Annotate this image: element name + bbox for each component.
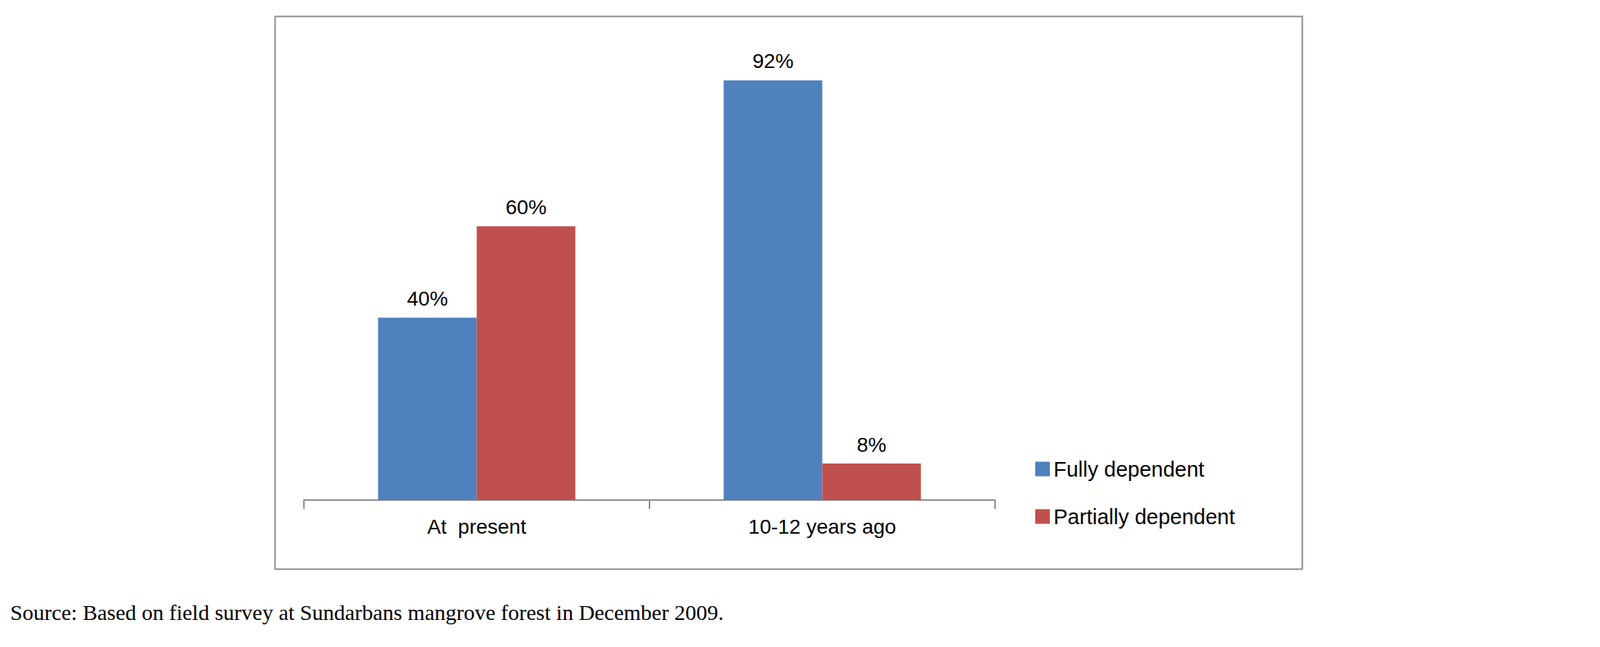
svg-text:40%: 40% (406, 287, 448, 310)
svg-text:Source: Based on field survey: Source: Based on field survey at Sundarb… (10, 599, 724, 624)
svg-text:60%: 60% (505, 195, 547, 219)
svg-text:10-12 years ago: 10-12 years ago (748, 515, 896, 538)
svg-text:At present: At present (427, 515, 527, 538)
svg-text:Fully dependent: Fully dependent (1053, 457, 1205, 481)
svg-text:92%: 92% (752, 49, 794, 73)
svg-text:Partially dependent: Partially dependent (1053, 504, 1235, 529)
svg-text:8%: 8% (856, 433, 887, 456)
